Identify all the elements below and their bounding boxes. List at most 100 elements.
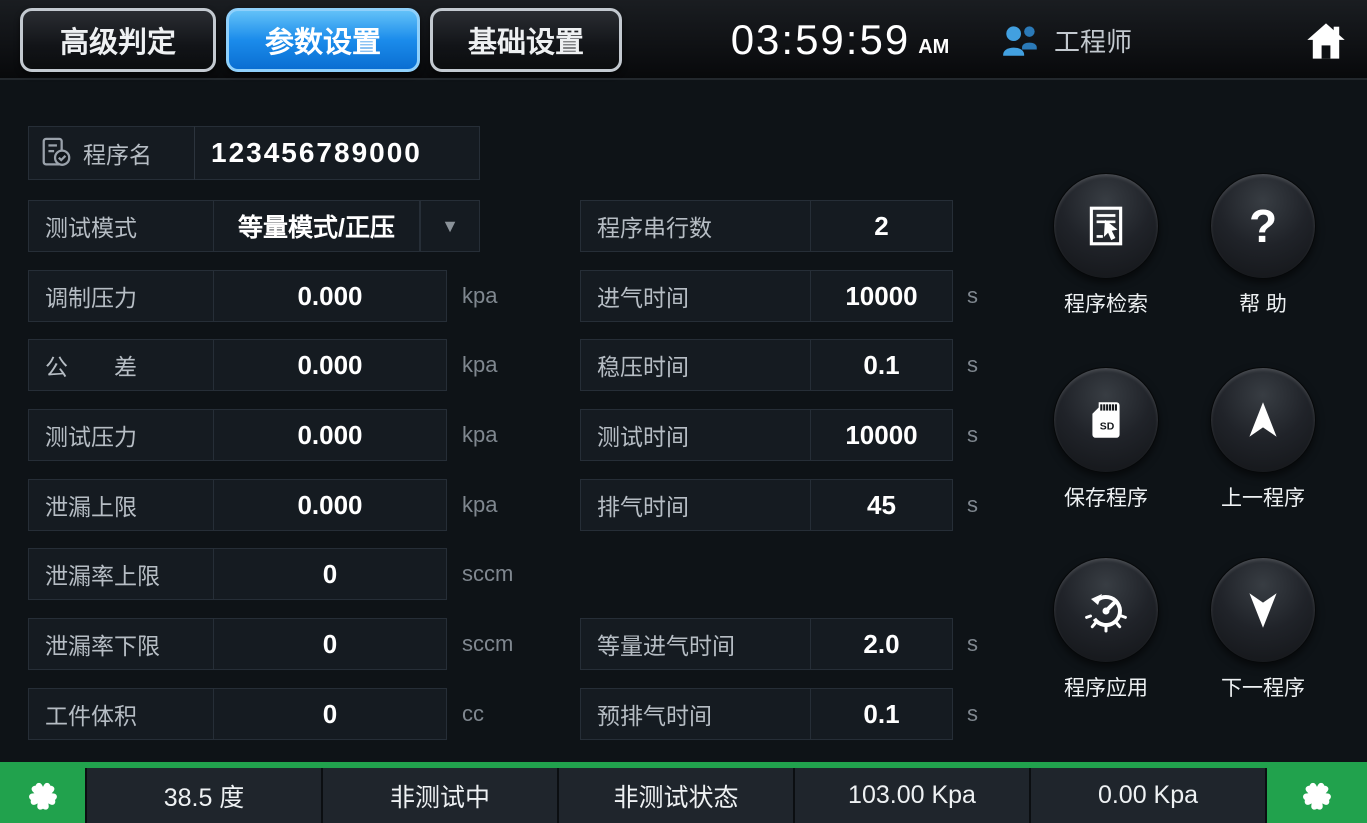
chevron-down-icon: ▼ xyxy=(441,215,459,236)
program-doc-check-icon xyxy=(39,136,73,170)
field-value-input[interactable]: 0 xyxy=(213,688,447,740)
field-row-leak-upper-limit: 泄漏上限 0.000 kpa xyxy=(28,479,558,531)
status-indicator-left xyxy=(0,768,85,823)
arrow-down-icon xyxy=(1240,587,1286,633)
field-value-input[interactable]: 0.000 xyxy=(213,339,447,391)
field-row-test-mode: 测试模式 等量模式/正压 ▼ xyxy=(28,200,558,252)
field-value-input[interactable]: 10000 xyxy=(810,270,953,322)
users-icon xyxy=(1000,22,1042,58)
field-row-stabilize-time: 稳压时间 0.1 s xyxy=(580,339,1000,391)
help-icon: ? xyxy=(1248,200,1278,252)
test-mode-select[interactable]: 等量模式/正压 xyxy=(213,200,420,252)
program-name-label-cell: 程序名 xyxy=(28,126,195,180)
field-label: 排气时间 xyxy=(580,479,810,531)
field-value-input[interactable]: 2 xyxy=(810,200,953,252)
tab-label: 基础设置 xyxy=(467,27,584,59)
status-pressure-test: 0.00 Kpa xyxy=(1031,768,1265,823)
program-search-label: 程序检索 xyxy=(1064,293,1148,316)
field-label: 公 差 xyxy=(28,339,213,391)
sd-card-icon: SD xyxy=(1083,397,1129,443)
field-unit: s xyxy=(967,701,978,726)
sd-card-text: SD xyxy=(1100,421,1115,432)
field-value-input[interactable]: 0 xyxy=(213,548,447,600)
field-row-test-pressure: 测试压力 0.000 kpa xyxy=(28,409,558,461)
field-unit: sccm xyxy=(462,631,514,656)
field-value-input[interactable]: 0.1 xyxy=(810,339,953,391)
field-label: 预排气时间 xyxy=(580,688,810,740)
save-program-label: 保存程序 xyxy=(1064,487,1148,510)
field-unit: s xyxy=(967,422,978,447)
field-label: 稳压时间 xyxy=(580,339,810,391)
next-program-button[interactable] xyxy=(1210,557,1316,663)
field-unit: kpa xyxy=(462,283,498,308)
clock-meridiem: AM xyxy=(918,35,950,58)
previous-program-button[interactable] xyxy=(1210,367,1316,473)
field-row-tolerance: 公 差 0.000 kpa xyxy=(28,339,558,391)
home-button[interactable] xyxy=(1302,18,1350,64)
field-unit: kpa xyxy=(462,352,498,377)
field-unit: s xyxy=(967,631,978,656)
field-label: 测试压力 xyxy=(28,409,213,461)
test-mode-dropdown-button[interactable]: ▼ xyxy=(420,200,480,252)
field-label: 等量进气时间 xyxy=(580,618,810,670)
field-unit: sccm xyxy=(462,561,514,586)
field-row-test-time: 测试时间 10000 s xyxy=(580,409,1000,461)
field-row-program-serial-count: 程序串行数 2 xyxy=(580,200,1000,252)
field-value-input[interactable]: 0.000 xyxy=(213,409,447,461)
field-label: 泄漏率下限 xyxy=(28,618,213,670)
help-label: 帮 助 xyxy=(1239,293,1287,316)
field-unit: kpa xyxy=(462,492,498,517)
field-row-modulation-pressure: 调制压力 0.000 kpa xyxy=(28,270,558,322)
apply-program-label: 程序应用 xyxy=(1064,677,1148,700)
save-program-button[interactable]: SD xyxy=(1053,367,1159,473)
status-indicator-right xyxy=(1267,768,1367,823)
program-name-input[interactable]: 123456789000 xyxy=(195,126,480,180)
field-row-intake-time: 进气时间 10000 s xyxy=(580,270,1000,322)
apply-program-button[interactable] xyxy=(1053,557,1159,663)
clock-time: 03:59:59 xyxy=(730,16,911,63)
field-label: 泄漏率上限 xyxy=(28,548,213,600)
tab-label: 高级判定 xyxy=(59,27,176,59)
field-value-input[interactable]: 10000 xyxy=(810,409,953,461)
field-label: 调制压力 xyxy=(28,270,213,322)
field-row-workpiece-volume: 工件体积 0 cc xyxy=(28,688,558,740)
field-value-input[interactable]: 2.0 xyxy=(810,618,953,670)
program-name-label: 程序名 xyxy=(83,142,152,168)
field-unit: s xyxy=(967,492,978,517)
program-apply-icon xyxy=(1082,586,1130,634)
field-value-input[interactable]: 0.000 xyxy=(213,270,447,322)
status-bar-green-strip xyxy=(0,762,1367,768)
home-icon xyxy=(1304,20,1348,62)
field-unit: s xyxy=(967,352,978,377)
user-button[interactable]: 工程师 xyxy=(1000,0,1132,80)
tab-advanced-judgment[interactable]: 高级判定 xyxy=(20,8,216,72)
field-row-leak-rate-lower: 泄漏率下限 0 sccm xyxy=(28,618,558,670)
field-label: 程序串行数 xyxy=(580,200,810,252)
field-value-input[interactable]: 0 xyxy=(213,618,447,670)
clock: 03:59:59 AM xyxy=(690,0,990,80)
tab-parameter-settings[interactable]: 参数设置 xyxy=(226,8,420,72)
status-test-state: 非测试状态 xyxy=(559,768,793,823)
field-unit: s xyxy=(967,283,978,308)
status-bar: 38.5 度 非测试中 非测试状态 103.00 Kpa 0.00 Kpa xyxy=(0,762,1367,823)
field-label: 测试时间 xyxy=(580,409,810,461)
previous-program-label: 上一程序 xyxy=(1221,487,1305,510)
field-row-exhaust-time: 排气时间 45 s xyxy=(580,479,1000,531)
field-value-input[interactable]: 0.1 xyxy=(810,688,953,740)
field-row-leak-rate-upper: 泄漏率上限 0 sccm xyxy=(28,548,558,600)
field-label: 工件体积 xyxy=(28,688,213,740)
field-label: 泄漏上限 xyxy=(28,479,213,531)
help-button[interactable]: ? xyxy=(1210,173,1316,279)
field-value-input[interactable]: 0.000 xyxy=(213,479,447,531)
status-test-running: 非测试中 xyxy=(323,768,557,823)
program-search-button[interactable] xyxy=(1053,173,1159,279)
field-unit: cc xyxy=(462,701,484,726)
field-row-pre-exhaust-time: 预排气时间 0.1 s xyxy=(580,688,1000,740)
tab-basic-settings[interactable]: 基础设置 xyxy=(430,8,622,72)
field-unit: kpa xyxy=(462,422,498,447)
field-value-input[interactable]: 45 xyxy=(810,479,953,531)
user-role-label: 工程师 xyxy=(1054,26,1133,57)
program-search-icon xyxy=(1083,203,1129,249)
status-temperature: 38.5 度 xyxy=(87,768,321,823)
next-program-label: 下一程序 xyxy=(1221,677,1305,700)
